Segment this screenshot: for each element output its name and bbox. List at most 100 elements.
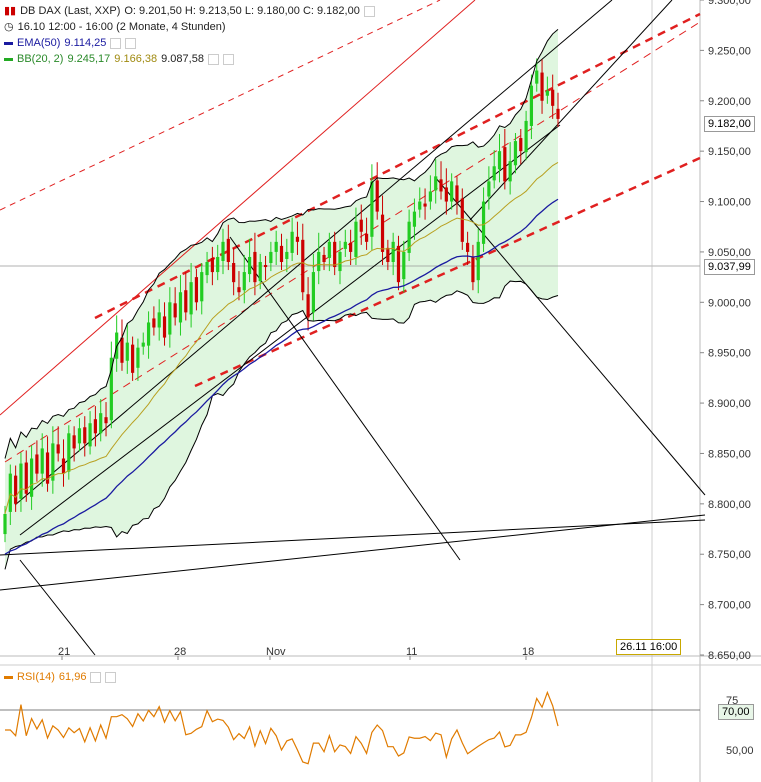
candle-body bbox=[540, 72, 544, 101]
gear-icon[interactable] bbox=[207, 53, 219, 65]
candle-body bbox=[67, 433, 71, 472]
candle-body bbox=[200, 272, 204, 302]
candle-body bbox=[146, 322, 151, 346]
settings-icon[interactable] bbox=[363, 5, 375, 17]
candle-body bbox=[317, 251, 321, 272]
legend-bb[interactable]: BB(20, 2) 9.245,17 9.166,38 9.087,58 bbox=[4, 52, 238, 66]
red-dashed-resistance bbox=[94, 12, 701, 320]
legend-ema[interactable]: EMA(50) 9.114,25 bbox=[4, 36, 140, 50]
crosshair-time-tag: 26.11 16:00 bbox=[616, 639, 682, 655]
candle-body bbox=[61, 458, 66, 474]
candle-body bbox=[375, 180, 379, 212]
bb-lower-value: 9.087,58 bbox=[161, 53, 204, 65]
candle-body bbox=[184, 290, 188, 313]
candle-body bbox=[120, 337, 124, 363]
close-icon[interactable] bbox=[222, 53, 234, 65]
bollinger-band-fill bbox=[5, 29, 558, 570]
candle-body bbox=[51, 443, 55, 481]
candle-body bbox=[497, 151, 502, 170]
x-tick-label: 18 bbox=[522, 646, 534, 658]
last-price-tag: 9.182,00 bbox=[704, 116, 755, 132]
candle-body bbox=[8, 473, 12, 512]
candle-body bbox=[306, 294, 310, 318]
candle-body bbox=[370, 181, 374, 237]
candle-body bbox=[513, 141, 518, 166]
candle-body bbox=[290, 231, 294, 253]
legend-period: ◷ 16.10 12:00 - 16:00 (2 Monate, 4 Stunde… bbox=[4, 20, 230, 34]
candle-body bbox=[141, 342, 145, 347]
black-channel-upper bbox=[14, 0, 613, 506]
 bbox=[4, 21, 701, 463]
black-flat-line-2 bbox=[0, 519, 706, 556]
black-descending-line-2 bbox=[434, 176, 706, 496]
candle-body bbox=[434, 176, 438, 191]
candle-body bbox=[152, 318, 156, 328]
bb-label: BB(20, 2) bbox=[17, 53, 64, 65]
candle-body bbox=[285, 251, 289, 259]
x-tick-label: 21 bbox=[58, 646, 70, 658]
candle-body bbox=[476, 241, 480, 281]
candle-body bbox=[19, 463, 23, 499]
candle-body bbox=[460, 198, 464, 242]
candle-body bbox=[178, 292, 183, 323]
black-short-line bbox=[19, 559, 96, 656]
candle-body bbox=[237, 287, 241, 293]
candle-body bbox=[72, 435, 76, 449]
candle-body bbox=[104, 417, 108, 424]
y-tick-label: 9.300,00 bbox=[708, 0, 751, 7]
candle-body bbox=[322, 254, 326, 262]
bb-lower-line bbox=[4, 280, 559, 570]
candle-body bbox=[226, 238, 230, 262]
candle-body bbox=[391, 241, 395, 262]
candle-body bbox=[508, 161, 512, 182]
candle-body bbox=[45, 452, 50, 484]
candle-body bbox=[274, 241, 278, 252]
black-channel-lower bbox=[19, 124, 561, 536]
gear-icon[interactable] bbox=[110, 37, 122, 49]
candle-body bbox=[535, 70, 539, 84]
candle-body bbox=[168, 302, 172, 335]
candle-body bbox=[338, 251, 342, 272]
candle-body bbox=[343, 241, 347, 249]
candle-body bbox=[247, 256, 252, 275]
candle-body bbox=[301, 239, 305, 293]
candle-body bbox=[402, 251, 406, 280]
candle-body bbox=[35, 454, 39, 474]
candle-body bbox=[88, 423, 92, 447]
candle-body bbox=[359, 219, 363, 232]
rsi-label: RSI(14) bbox=[17, 671, 55, 683]
y-tick-label: 8.700,00 bbox=[708, 600, 751, 612]
candle-body bbox=[77, 428, 82, 444]
candle-body bbox=[418, 201, 422, 210]
y-tick-label: 9.100,00 bbox=[708, 197, 751, 209]
candle-body bbox=[545, 90, 549, 96]
x-tick-label: 28 bbox=[174, 646, 186, 658]
candle-body bbox=[556, 108, 560, 119]
y-tick-label: 8.900,00 bbox=[708, 398, 751, 410]
candle-body bbox=[93, 419, 97, 434]
candle-body bbox=[396, 245, 401, 283]
black-channel-right bbox=[469, 0, 673, 221]
symbol-title: DB DAX (Last, XXP) bbox=[20, 5, 121, 17]
red-dashed-channel-upper bbox=[0, 0, 441, 211]
candle-body bbox=[481, 201, 486, 244]
candle-body bbox=[242, 272, 246, 291]
candle-body bbox=[210, 257, 214, 273]
candle-body bbox=[386, 247, 390, 262]
candle-body bbox=[56, 444, 60, 454]
candle-body bbox=[157, 312, 161, 328]
bb-upper-line bbox=[4, 28, 559, 459]
close-icon[interactable] bbox=[105, 671, 117, 683]
candle-body bbox=[450, 181, 454, 202]
legend-rsi[interactable]: RSI(14) 61,96 bbox=[4, 670, 120, 684]
candle-body bbox=[14, 475, 18, 504]
candle-body bbox=[551, 89, 555, 106]
candle-body bbox=[173, 303, 177, 318]
candle-body bbox=[407, 221, 411, 253]
candle-body bbox=[83, 427, 87, 444]
candle-body bbox=[3, 513, 7, 535]
ema-value: 9.114,25 bbox=[64, 37, 107, 49]
close-icon[interactable] bbox=[125, 37, 137, 49]
gear-icon[interactable] bbox=[90, 671, 102, 683]
